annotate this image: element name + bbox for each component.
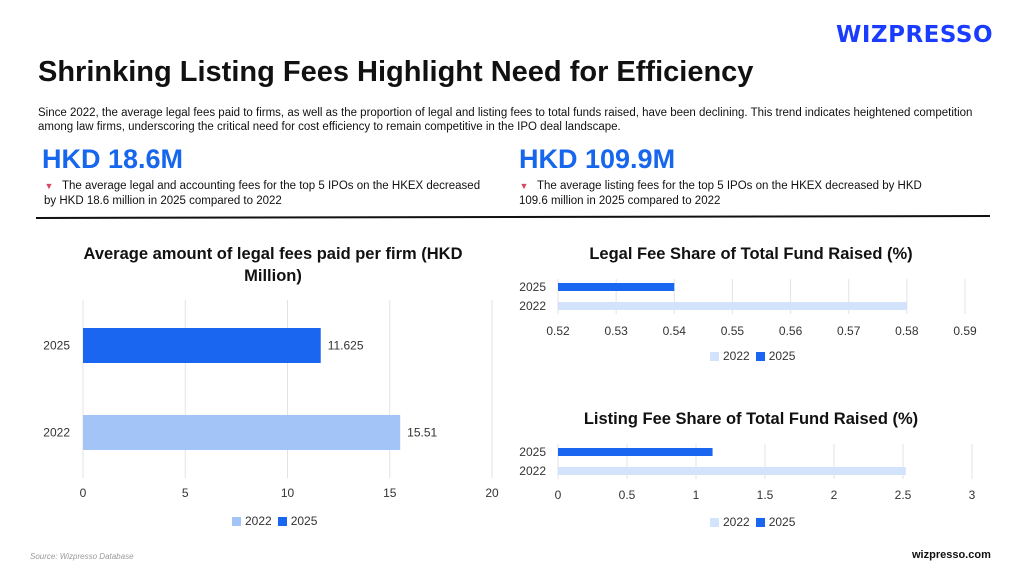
- legend-swatch-2022: [710, 351, 719, 361]
- chart-title-listing-share: Listing Fee Share of Total Fund Raised (…: [583, 410, 919, 428]
- y-category-label: 2025: [519, 445, 546, 459]
- x-tick-label: 1: [693, 488, 700, 502]
- kpi-listing-fees: HKD 109.9M ▼ The average listing fees for…: [519, 144, 939, 209]
- legend-label: 2022: [723, 515, 750, 529]
- bar-2025: [558, 448, 713, 456]
- x-tick-label: 0.55: [721, 324, 745, 338]
- x-tick-label: 1.5: [757, 488, 774, 502]
- legend-item-2022: 2022: [710, 349, 750, 363]
- y-category-label: 2025: [519, 280, 546, 294]
- source-note: Source: Wizpresso Database: [30, 552, 134, 561]
- x-tick-label: 0.56: [779, 324, 803, 338]
- bar-2022: [558, 302, 907, 310]
- bar-2025: [558, 283, 675, 291]
- legend-label: 2025: [290, 514, 318, 528]
- x-tick-label: 0.52: [546, 324, 570, 338]
- y-category-label: 2022: [519, 299, 546, 313]
- legend-label: 2025: [768, 349, 796, 363]
- chart-title-legal-share: Legal Fee Share of Total Fund Raised (%): [589, 245, 913, 263]
- y-category-label: 2022: [519, 464, 546, 478]
- x-tick-label: 0: [80, 486, 87, 500]
- legend-swatch-2025: [755, 517, 765, 527]
- chart-legend-legal-fees: 2022 2025: [232, 514, 323, 528]
- x-tick-label: 10: [281, 486, 295, 500]
- x-tick-label: 0.58: [895, 324, 919, 338]
- legend-item-2025: 2025: [755, 349, 796, 363]
- x-tick-label: 0.57: [837, 324, 861, 338]
- x-tick-label: 15: [383, 486, 397, 500]
- x-tick-label: 5: [182, 486, 189, 500]
- brand-logo: WIZPRESSO: [836, 22, 994, 48]
- legend-item-2022: 2022: [232, 514, 272, 528]
- y-category-label: 2025: [43, 339, 70, 353]
- y-category-label: 2022: [43, 426, 70, 440]
- legend-swatch-2022: [232, 516, 241, 526]
- down-triangle-icon: ▼: [44, 181, 54, 191]
- x-tick-label: 2.5: [895, 488, 912, 502]
- website-link[interactable]: wizpresso.com: [912, 549, 991, 561]
- x-tick-label: 0.5: [619, 488, 636, 502]
- bar-2022: [558, 467, 906, 475]
- x-tick-label: 20: [485, 486, 499, 500]
- bar-2022: [83, 415, 401, 450]
- x-tick-label: 0.54: [663, 324, 687, 338]
- data-label: 15.51: [407, 426, 437, 440]
- kpi-description-text: The average listing fees for the top 5 I…: [519, 180, 922, 207]
- legend-swatch-2025: [755, 351, 765, 361]
- bar-2025: [83, 328, 321, 363]
- kpi-legal-fees: HKD 18.6M ▼ The average legal and account…: [42, 144, 482, 209]
- legend-label: 2025: [768, 515, 796, 529]
- x-tick-label: 0.53: [604, 324, 628, 338]
- kpi-description-text: The average legal and accounting fees fo…: [44, 180, 481, 207]
- kpi-value: HKD 109.9M: [519, 144, 676, 174]
- legend-item-2025: 2025: [277, 514, 318, 528]
- intro-paragraph: Since 2022, the average legal fees paid …: [38, 107, 973, 133]
- x-tick-label: 0: [555, 488, 562, 502]
- chart-legend-listing-share: 2022 2025: [710, 515, 801, 529]
- legend-swatch-2022: [710, 517, 719, 527]
- chart-legend-legal-share: 2022 2025: [710, 349, 801, 363]
- legend-swatch-2025: [277, 516, 287, 526]
- legend-item-2025: 2025: [755, 515, 796, 529]
- chart-title-legal-fees: Average amount of legal fees paid per fi…: [83, 245, 463, 285]
- x-tick-label: 0.59: [953, 324, 977, 338]
- kpi-description: ▼ The average legal and accounting fees f…: [42, 179, 482, 209]
- x-tick-label: 2: [831, 488, 838, 502]
- legend-label: 2022: [245, 514, 272, 528]
- page-title: Shrinking Listing Fees Highlight Need fo…: [38, 56, 754, 88]
- legend-label: 2022: [723, 349, 750, 363]
- kpi-value: HKD 18.6M: [42, 144, 184, 174]
- down-triangle-icon: ▼: [519, 181, 529, 191]
- legend-item-2022: 2022: [710, 515, 750, 529]
- data-label: 11.625: [328, 339, 364, 353]
- kpi-description: ▼ The average listing fees for the top 5 …: [519, 179, 939, 209]
- x-tick-label: 3: [969, 488, 976, 502]
